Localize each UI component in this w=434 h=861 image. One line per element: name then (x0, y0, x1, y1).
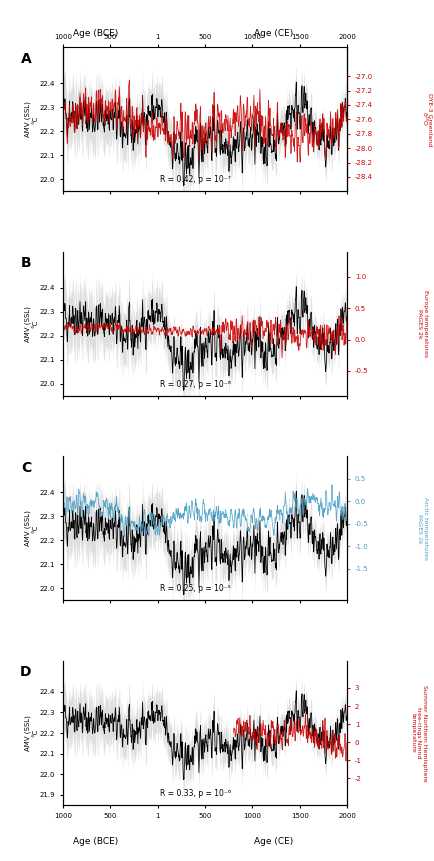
Y-axis label: AMV (SSL)
°C: AMV (SSL) °C (25, 306, 38, 342)
Y-axis label: AMV (SSL)
°C: AMV (SSL) °C (25, 102, 38, 137)
Text: R = 0.25, p = 10⁻⁵: R = 0.25, p = 10⁻⁵ (160, 585, 230, 593)
Text: Age (BCE): Age (BCE) (73, 29, 118, 38)
Y-axis label: AMV (SSL)
°C: AMV (SSL) °C (25, 511, 38, 547)
Text: Age (BCE): Age (BCE) (73, 837, 118, 846)
Text: B: B (21, 257, 31, 270)
Text: R = 0.27, p = 10⁻⁶: R = 0.27, p = 10⁻⁶ (160, 380, 230, 389)
Text: C: C (21, 461, 31, 474)
Y-axis label: Summer Northern Hemisphere
tree-rings Nmnd
temperature: Summer Northern Hemisphere tree-rings Nm… (411, 684, 427, 782)
Text: Age (CE): Age (CE) (254, 837, 293, 846)
Y-axis label: Europe temperatures
PAGES 2k: Europe temperatures PAGES 2k (417, 290, 428, 357)
Y-axis label: AMV (SSL)
°C: AMV (SSL) °C (25, 715, 38, 751)
Y-axis label: DYE-3 Greenland
δ¹⁸O: DYE-3 Greenland δ¹⁸O (421, 93, 432, 146)
Text: Age (CE): Age (CE) (254, 29, 293, 38)
Text: A: A (20, 52, 31, 65)
Text: D: D (20, 666, 32, 679)
Text: R = 0.42, p = 10⁻⁷: R = 0.42, p = 10⁻⁷ (160, 175, 230, 184)
Y-axis label: Arctic temperatures
PAGES 2k: Arctic temperatures PAGES 2k (417, 497, 428, 560)
Text: R = 0.33, p = 10⁻⁶: R = 0.33, p = 10⁻⁶ (160, 789, 230, 798)
